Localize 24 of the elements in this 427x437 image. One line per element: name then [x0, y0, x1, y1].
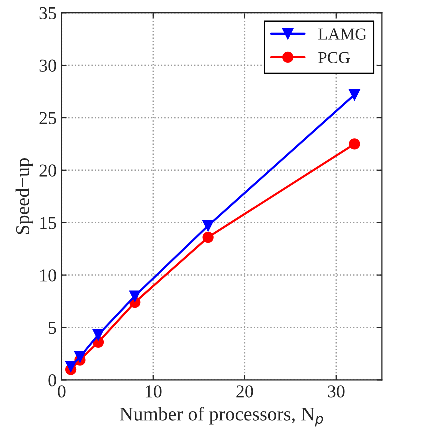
y-tick-label: 5 [49, 322, 56, 334]
y-tick-label: 0 [48, 374, 56, 387]
x-axis-title: Number of processors, N$_{p}$ [120, 406, 324, 427]
point [349, 89, 360, 100]
x-tick-label: 10 [146, 386, 162, 398]
point [130, 290, 141, 302]
point [202, 220, 214, 232]
y-tick-label: 35 [40, 7, 56, 20]
point [66, 361, 77, 372]
point [74, 352, 86, 363]
y-tick-label: 25 [40, 112, 56, 124]
y-tick-label: 30 [40, 60, 56, 72]
y-axis-title: Speed−up [16, 158, 34, 234]
x-tick-label: 0 [58, 386, 66, 398]
point [349, 138, 360, 150]
point [92, 330, 104, 341]
x-tick-label: 20 [236, 386, 254, 398]
point [202, 232, 214, 244]
y-tick-label: 10 [40, 270, 56, 282]
legend-label: PCG [318, 52, 350, 64]
legend-label: LAMG [318, 28, 367, 40]
x-tick-label: 30 [328, 386, 345, 398]
y-tick-label: 15 [40, 217, 56, 230]
y-tick-label: 20 [40, 164, 56, 177]
